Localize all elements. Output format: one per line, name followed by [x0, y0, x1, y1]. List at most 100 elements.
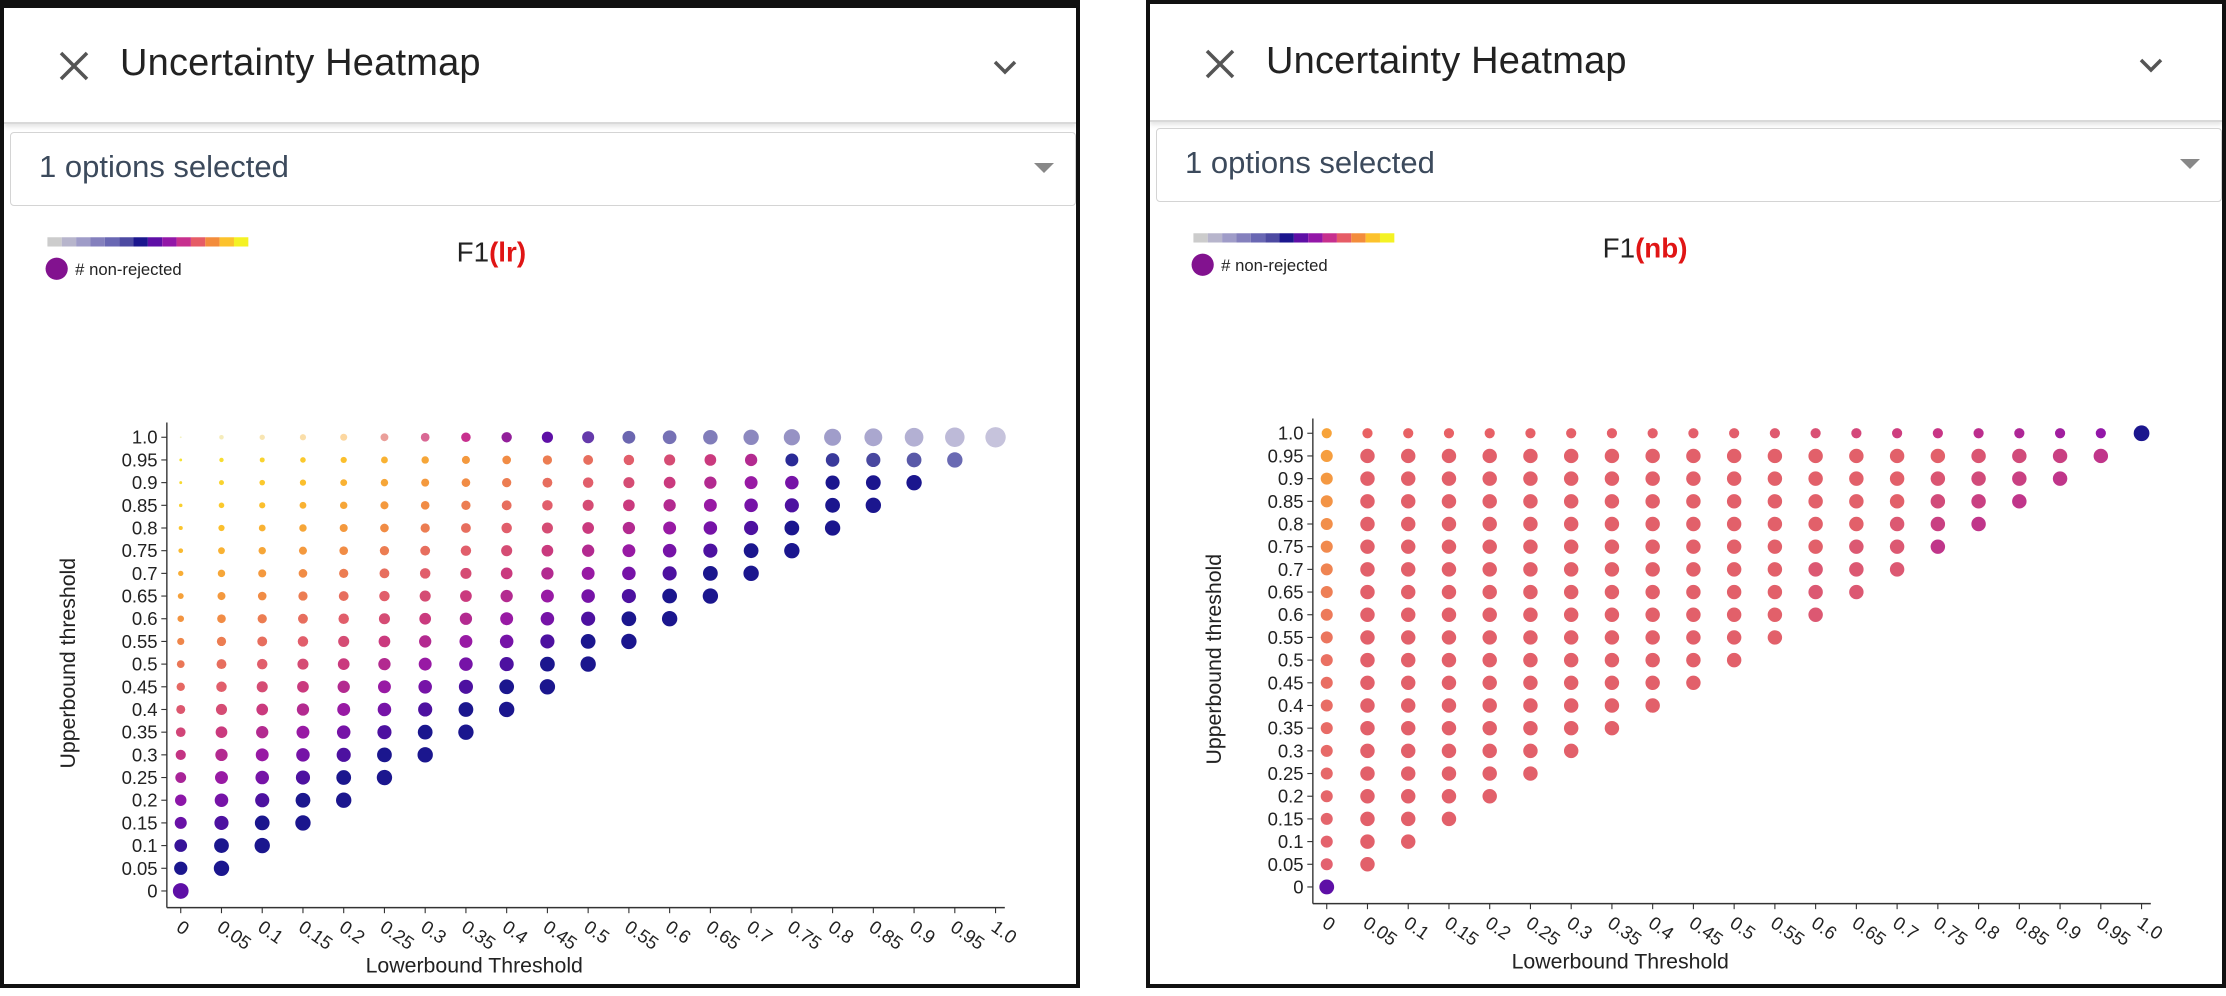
y-tick-label: 0.65 — [1268, 582, 1304, 603]
heatmap-cell — [213, 860, 230, 876]
heatmap-cell — [177, 637, 185, 646]
heatmap-cell — [336, 725, 351, 739]
heatmap-cell — [662, 566, 677, 581]
x-tick-label: 0.75 — [1930, 912, 1972, 950]
heatmap-cell — [1604, 562, 1620, 577]
heatmap-cell — [1360, 698, 1375, 713]
heatmap-cell — [662, 430, 677, 445]
heatmap-cell — [218, 480, 224, 486]
heatmap-cell — [664, 454, 676, 466]
heatmap-cell — [784, 520, 800, 536]
heatmap-cell — [215, 748, 228, 762]
x-axis-label: Lowerbound Threshold — [366, 953, 583, 977]
heatmap-cell — [1523, 766, 1538, 781]
x-tick-label: 0.35 — [458, 916, 500, 954]
heatmap-panel-lr: Uncertainty Heatmap 1 options selected #… — [0, 0, 1080, 988]
y-tick-label: 0.45 — [122, 676, 158, 697]
heatmap-cell — [377, 702, 392, 717]
heatmap-cell — [1360, 834, 1375, 849]
heatmap-cell — [1563, 448, 1579, 464]
heatmap-cell — [458, 724, 474, 740]
heatmap-cell — [172, 883, 189, 899]
heatmap-cell — [865, 475, 881, 491]
heatmap-cell — [623, 477, 635, 489]
legend-size-dot — [1191, 253, 1214, 276]
heatmap-cell — [1971, 494, 1986, 509]
heatmap-cell — [501, 545, 513, 557]
heatmap-cell — [296, 703, 310, 716]
heatmap-cell — [1523, 698, 1538, 713]
heatmap-cell — [174, 816, 187, 829]
heatmap-cell — [499, 634, 514, 649]
heatmap-cell — [622, 544, 636, 558]
heatmap-cell — [255, 793, 270, 808]
legend-color-swatch — [1279, 233, 1294, 243]
heatmap-cell — [298, 546, 307, 555]
heatmap-cell — [1320, 676, 1333, 689]
heatmap-cell — [1482, 652, 1497, 668]
heatmap-cell — [1563, 630, 1579, 645]
heatmap-cell — [1403, 428, 1414, 439]
heatmap-cell — [1360, 584, 1375, 600]
heatmap-cell — [174, 839, 188, 852]
heatmap-cell — [1401, 652, 1416, 668]
chevron-down-icon[interactable] — [2136, 54, 2166, 76]
heatmap-cell — [1401, 834, 1416, 849]
heatmap-cell — [175, 794, 187, 806]
heatmap-cell — [540, 589, 554, 603]
heatmap-cell — [2014, 428, 2025, 439]
heatmap-cell — [214, 793, 229, 807]
heatmap-cell — [298, 591, 308, 601]
heatmap-cell — [1686, 516, 1701, 532]
heatmap-cell — [2054, 428, 2066, 439]
heatmap-cell — [1360, 494, 1375, 509]
heatmap-cell — [1360, 471, 1375, 486]
x-tick-label: 0.65 — [703, 916, 745, 954]
heatmap-cell — [1971, 471, 1986, 486]
heatmap-cell — [257, 591, 267, 601]
heatmap-cell — [1482, 789, 1497, 804]
heatmap-cell — [1849, 494, 1864, 509]
heatmap-cell — [623, 499, 635, 512]
x-tick-label: 0.4 — [499, 916, 532, 948]
heatmap-cell — [256, 658, 268, 670]
close-icon[interactable] — [56, 48, 92, 84]
heatmap-cell — [1523, 743, 1538, 759]
heatmap-cell — [336, 770, 352, 785]
y-tick-label: 0.3 — [1278, 740, 1304, 761]
y-tick-label: 0.35 — [122, 722, 158, 743]
heatmap-cell — [419, 590, 431, 602]
options-select[interactable]: 1 options selected — [10, 132, 1076, 206]
heatmap-cell — [1566, 428, 1577, 439]
legend-color-swatch — [47, 237, 62, 247]
heatmap-cell — [1401, 789, 1416, 804]
heatmap-cell — [582, 522, 594, 534]
heatmap-cell — [541, 431, 554, 443]
chevron-down-icon[interactable] — [990, 56, 1020, 78]
heatmap-cell — [1767, 494, 1783, 509]
heatmap-cell — [1360, 562, 1375, 577]
heatmap-cell — [1563, 494, 1579, 509]
heatmap-cell — [702, 588, 719, 604]
heatmap-cell — [1726, 630, 1742, 645]
close-icon[interactable] — [1202, 46, 1238, 82]
heatmap-cell — [1523, 675, 1538, 691]
options-select[interactable]: 1 options selected — [1156, 128, 2222, 202]
heatmap-cell — [1930, 516, 1946, 532]
heatmap-cell — [1810, 428, 1821, 439]
y-tick-label: 0.85 — [122, 495, 158, 516]
heatmap-cell — [379, 546, 390, 556]
y-tick-label: 0.4 — [132, 699, 158, 720]
heatmap-cell — [1767, 539, 1783, 554]
heatmap-cell — [1767, 448, 1783, 464]
heatmap-panel-nb: Uncertainty Heatmap 1 options selected #… — [1146, 0, 2226, 988]
heatmap-cell — [1849, 516, 1864, 532]
heatmap-cell — [663, 476, 676, 489]
heatmap-cell — [459, 612, 473, 625]
heatmap-cell — [1688, 428, 1699, 439]
x-tick-label: 0.05 — [1360, 912, 1402, 950]
y-axis-label: Upperbound threshold — [1202, 554, 1226, 765]
y-tick-label: 0.1 — [132, 835, 158, 856]
heatmap-cell — [337, 703, 351, 716]
heatmap-cell — [339, 568, 349, 578]
